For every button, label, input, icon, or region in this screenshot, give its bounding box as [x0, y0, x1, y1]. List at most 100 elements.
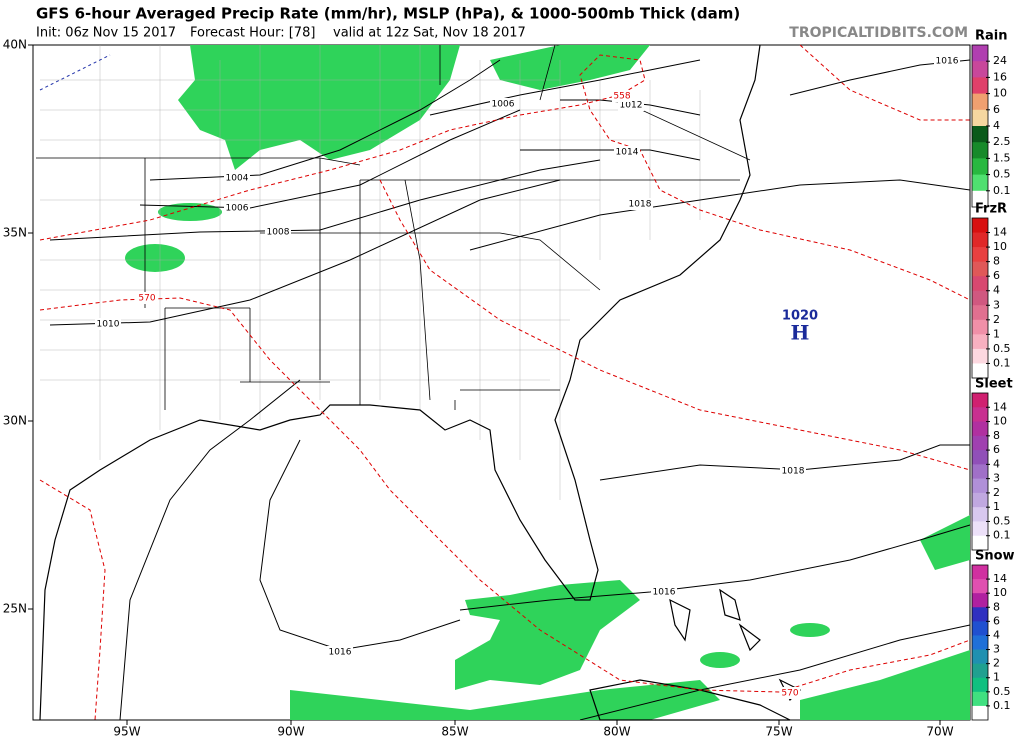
legend-label: 3: [993, 643, 1000, 656]
lat-label: 40N: [3, 38, 27, 52]
legend-swatch: [972, 649, 988, 665]
legend-swatch: [972, 579, 988, 594]
legend-label: 2: [993, 657, 1000, 670]
legend-label: 6: [993, 443, 1000, 456]
legend-swatch: [972, 261, 988, 277]
legend-swatch: [972, 565, 988, 580]
legend-swatch: [972, 621, 988, 636]
label-bg: [490, 98, 516, 110]
coastline: [39, 44, 802, 721]
legend-swatch: [972, 535, 988, 551]
forecast-hour: Forecast Hour: [78]: [190, 26, 315, 41]
legend-label: 0.5: [993, 514, 1011, 527]
legend-label: 14: [993, 226, 1007, 239]
lon-label: 70W: [926, 725, 953, 739]
legend-label: 2: [993, 313, 1000, 326]
thickness: [39, 44, 971, 721]
legend-swatch: [972, 492, 988, 508]
isobar-label: 1016: [653, 588, 676, 598]
isobar-label: 1006: [226, 204, 249, 214]
lon-label: 95W: [113, 725, 140, 739]
valid-time: valid at 12z Sat, Nov 18 2017: [333, 26, 526, 41]
label-bg: [95, 318, 121, 330]
legend-label: 1: [993, 671, 1000, 684]
lat-label: 30N: [3, 414, 27, 428]
lat-label: 25N: [3, 602, 27, 616]
label-bg: [612, 90, 632, 102]
high-pressure-value: 1020: [782, 309, 818, 324]
legend-swatch: [972, 635, 988, 651]
isobar-label: 1006: [492, 100, 515, 110]
legend-label: 16: [993, 70, 1007, 83]
title: GFS 6-hour Averaged Precip Rate (mm/hr),…: [36, 5, 740, 23]
legend-swatch: [972, 232, 988, 248]
legend-swatch: [972, 319, 988, 335]
legend-swatch: [972, 607, 988, 622]
rain-area: [790, 623, 830, 637]
legend-swatch: [972, 142, 988, 159]
legend-swatch: [972, 393, 988, 408]
lon-label: 90W: [277, 725, 304, 739]
legend-swatch: [972, 247, 988, 263]
rain-area: [178, 45, 460, 170]
isobar-label: 1018: [629, 200, 652, 210]
precip: [125, 45, 970, 720]
legend-label: 8: [993, 429, 1000, 442]
rain-area: [125, 244, 185, 272]
legend-swatch: [972, 218, 988, 234]
label-bg: [327, 646, 353, 658]
legend-swatch: [972, 334, 988, 350]
legend-swatch: [972, 126, 988, 143]
isobar-label: 1008: [267, 228, 290, 238]
legend-swatch: [972, 421, 988, 437]
label-bg: [614, 146, 640, 158]
legend-label: 6: [993, 269, 1000, 282]
map-area: [32, 44, 971, 721]
legend-label: 0.5: [993, 685, 1011, 698]
legend-label: 3: [993, 298, 1000, 311]
legend-label: 10: [993, 87, 1007, 100]
label-bg: [224, 172, 250, 184]
legend-label: 4: [993, 457, 1000, 470]
legend-label: 8: [993, 255, 1000, 268]
legend-swatch: [972, 77, 988, 95]
rain-area: [290, 680, 720, 720]
legend-label: 6: [993, 103, 1000, 116]
legend-swatch: [972, 93, 988, 111]
legend-label: 10: [993, 415, 1007, 428]
lon-label: 85W: [441, 725, 468, 739]
thickness-label: 570: [781, 689, 798, 699]
legend-label: 24: [993, 54, 1007, 67]
lon-label: 80W: [603, 725, 630, 739]
legend-swatch: [972, 705, 988, 721]
legend-label: 1.5: [993, 151, 1011, 164]
legend-label: 6: [993, 614, 1000, 627]
legend-title: FrzR: [975, 202, 1007, 217]
legend-label: 4: [993, 119, 1000, 132]
legend-label: 10: [993, 240, 1007, 253]
label-bg: [780, 465, 806, 477]
label-bg: [934, 55, 960, 67]
legend-swatch: [972, 593, 988, 608]
isobar-label: 1004: [226, 174, 249, 184]
rain-area: [158, 203, 222, 221]
rain-area: [700, 652, 740, 668]
legend-label: 0.5: [993, 168, 1011, 181]
legend-swatch: [972, 109, 988, 127]
lon-label: 75W: [765, 725, 792, 739]
legend-swatch: [972, 478, 988, 494]
watermark: TROPICALTIDBITS.COM: [789, 25, 968, 41]
legend-label: 10: [993, 586, 1007, 599]
legend-swatch: [972, 363, 988, 379]
thickness-label: 558: [613, 92, 630, 102]
legend-label: 3: [993, 472, 1000, 485]
legend-label: 8: [993, 600, 1000, 613]
legend-swatch: [972, 290, 988, 306]
legend-frame: [971, 564, 989, 721]
high-pressure-marker: H: [791, 321, 810, 345]
legend-swatch: [972, 521, 988, 537]
county-lines: [40, 45, 701, 500]
legend-swatch: [972, 61, 988, 78]
isobar-label: 1012: [620, 101, 643, 111]
isobar-label: 1016: [329, 648, 352, 658]
